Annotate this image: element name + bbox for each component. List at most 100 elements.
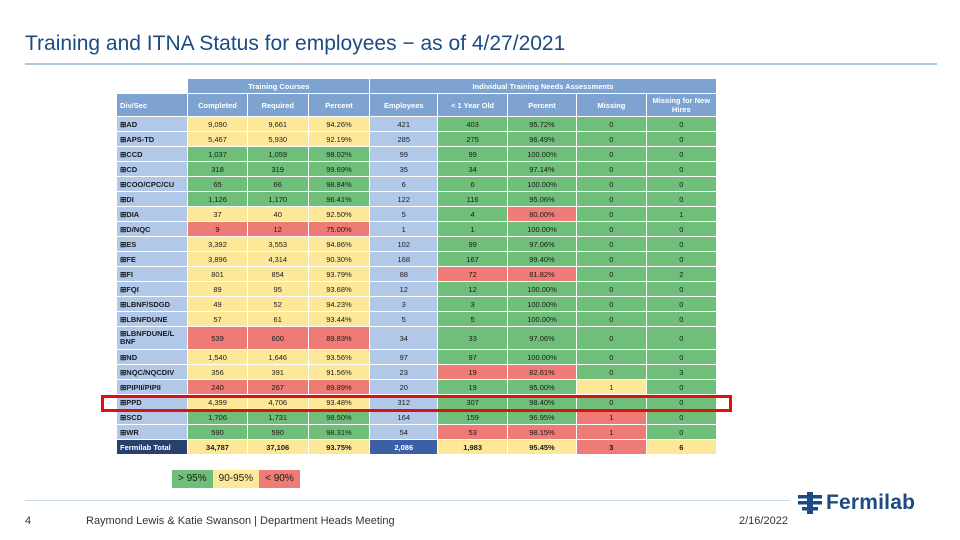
row-division[interactable]: Fermilab Total: [115, 439, 189, 455]
cell-new-hires: 0: [645, 251, 718, 267]
cell-completed: 318: [187, 161, 248, 177]
cell-employees: 421: [369, 116, 439, 132]
cell-missing: 0: [576, 326, 647, 350]
cell-required: 40: [246, 206, 309, 222]
cell-missing: 0: [576, 191, 647, 207]
cell-new-hires: 1: [645, 206, 718, 222]
cell-percent: 98.84%: [307, 176, 371, 192]
cell-percent: 98.02%: [307, 146, 371, 162]
col-header-itna-percent: Percent: [506, 93, 578, 117]
row-division[interactable]: ⊞LBNFDUNE: [115, 311, 189, 327]
row-division[interactable]: ⊞LBNF/SDGD: [115, 296, 189, 312]
table-row: ⊞CD 318 319 99.69% 35 34 97.14% 0 0: [115, 161, 718, 177]
cell-lt1yr: 53: [437, 424, 508, 440]
cell-completed: 89: [187, 281, 248, 297]
cell-percent: 94.23%: [307, 296, 371, 312]
row-division[interactable]: ⊞PIPII/PIPII: [115, 379, 189, 395]
cell-itna-percent: 81.82%: [506, 266, 578, 282]
cell-lt1yr: 99: [437, 236, 508, 252]
logo-text: Fermilab: [826, 491, 916, 514]
table-row: ⊞FQI 89 95 93.68% 12 12 100.00% 0 0: [115, 281, 718, 297]
row-division[interactable]: ⊞NQC/NQCDIV: [115, 364, 189, 380]
cell-required: 61: [246, 311, 309, 327]
cell-missing: 0: [576, 146, 647, 162]
row-division[interactable]: ⊞ND: [115, 349, 189, 365]
cell-itna-percent: 99.40%: [506, 251, 578, 267]
cell-itna-percent: 100.00%: [506, 296, 578, 312]
cell-completed: 1,126: [187, 191, 248, 207]
cell-itna-percent: 95.06%: [506, 191, 578, 207]
cell-percent: 99.69%: [307, 161, 371, 177]
cell-percent: 89.89%: [307, 379, 371, 395]
cell-employees: 6: [369, 176, 439, 192]
cell-lt1yr: 99: [437, 146, 508, 162]
row-division[interactable]: ⊞CCD: [115, 146, 189, 162]
cell-employees: 97: [369, 349, 439, 365]
row-division[interactable]: ⊞PPD: [115, 394, 189, 410]
cell-lt1yr: 6: [437, 176, 508, 192]
cell-new-hires: 0: [645, 311, 718, 327]
cell-percent: 93.75%: [307, 439, 371, 455]
row-division[interactable]: ⊞WR: [115, 424, 189, 440]
cell-missing: 0: [576, 311, 647, 327]
cell-lt1yr: 19: [437, 379, 508, 395]
cell-percent: 94.26%: [307, 116, 371, 132]
cell-required: 52: [246, 296, 309, 312]
cell-new-hires: 0: [645, 379, 718, 395]
cell-employees: 35: [369, 161, 439, 177]
cell-itna-percent: 80.00%: [506, 206, 578, 222]
cell-percent: 91.56%: [307, 364, 371, 380]
cell-required: 37,106: [246, 439, 309, 455]
row-division[interactable]: ⊞CD: [115, 161, 189, 177]
col-header-percent: Percent: [307, 93, 371, 117]
cell-percent: 93.56%: [307, 349, 371, 365]
table-row: ⊞PIPII/PIPII 240 267 89.89% 20 19 95.00% 1 0: [115, 379, 718, 395]
cell-missing: 0: [576, 236, 647, 252]
row-division[interactable]: ⊞ES: [115, 236, 189, 252]
row-division[interactable]: ⊞FI: [115, 266, 189, 282]
col-header-required: Required: [246, 93, 309, 117]
cell-itna-percent: 100.00%: [506, 221, 578, 237]
cell-lt1yr: 116: [437, 191, 508, 207]
cell-required: 4,706: [246, 394, 309, 410]
slide-date: 2/16/2022: [739, 515, 788, 527]
cell-required: 391: [246, 364, 309, 380]
cell-employees: 168: [369, 251, 439, 267]
table-row: ⊞D/NQC 9 12 75.00% 1 1 100.00% 0 0: [115, 221, 718, 237]
cell-completed: 5,467: [187, 131, 248, 147]
table-row: ⊞DI 1,126 1,170 96.41% 122 116 95.06% 0 0: [115, 191, 718, 207]
row-division[interactable]: ⊞AD: [115, 116, 189, 132]
training-courses-header: Training Courses: [187, 78, 371, 94]
row-division[interactable]: ⊞FQI: [115, 281, 189, 297]
cell-required: 1,059: [246, 146, 309, 162]
cell-percent: 93.79%: [307, 266, 371, 282]
cell-employees: 3: [369, 296, 439, 312]
header-corner: [115, 78, 189, 94]
cell-new-hires: 0: [645, 146, 718, 162]
cell-required: 5,930: [246, 131, 309, 147]
cell-new-hires: 0: [645, 161, 718, 177]
status-table: Training Courses Individual Training Nee…: [115, 78, 718, 455]
cell-lt1yr: 97: [437, 349, 508, 365]
cell-required: 9,661: [246, 116, 309, 132]
cell-itna-percent: 100.00%: [506, 349, 578, 365]
cell-missing: 0: [576, 161, 647, 177]
table-row: ⊞ES 3,392 3,553 94.86% 102 99 97.06% 0 0: [115, 236, 718, 252]
cell-completed: 65: [187, 176, 248, 192]
row-division[interactable]: ⊞D/NQC: [115, 221, 189, 237]
cell-lt1yr: 19: [437, 364, 508, 380]
col-header-employees: Employees: [369, 93, 439, 117]
cell-completed: 590: [187, 424, 248, 440]
cell-percent: 94.86%: [307, 236, 371, 252]
fermilab-logo-icon: [798, 492, 822, 514]
col-header-missing: Missing: [576, 93, 647, 117]
cell-lt1yr: 12: [437, 281, 508, 297]
row-division[interactable]: ⊞FE: [115, 251, 189, 267]
table-row: ⊞LBNF/SDGD 49 52 94.23% 3 3 100.00% 0 0: [115, 296, 718, 312]
row-division[interactable]: ⊞APS-TD: [115, 131, 189, 147]
row-division[interactable]: ⊞DI: [115, 191, 189, 207]
row-division[interactable]: ⊞DIA: [115, 206, 189, 222]
row-division[interactable]: ⊞LBNFDUNE/L BNF: [115, 326, 189, 350]
cell-required: 1,170: [246, 191, 309, 207]
row-division[interactable]: ⊞COO/CPC/CU: [115, 176, 189, 192]
